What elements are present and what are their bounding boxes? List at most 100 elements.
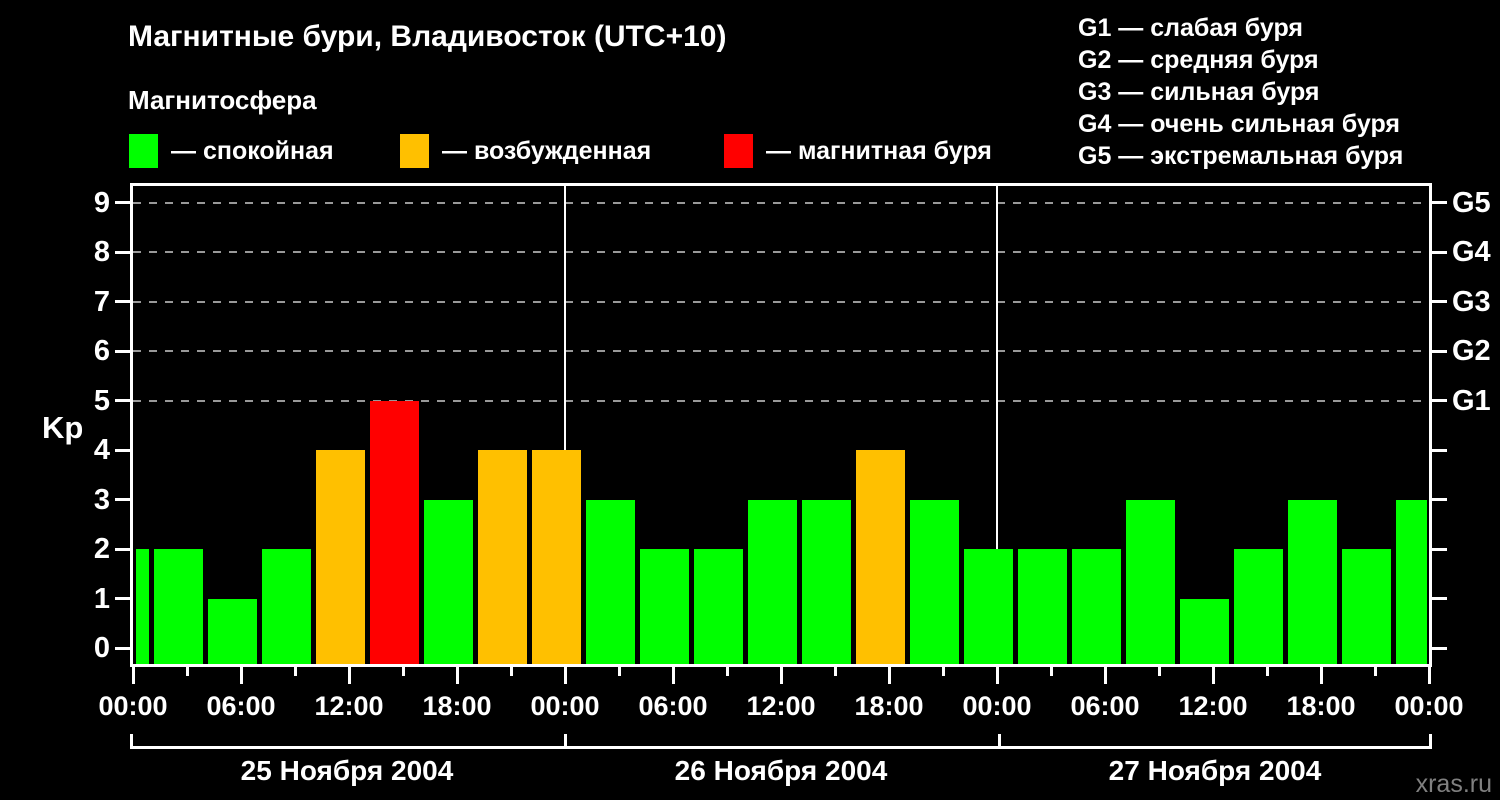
kp-bar bbox=[315, 450, 365, 664]
y-tick-label: 0 bbox=[93, 632, 110, 664]
y-tick-label: 3 bbox=[93, 483, 110, 516]
x-axis-tick-major bbox=[779, 667, 783, 684]
y-axis-tick-right bbox=[1432, 349, 1447, 353]
excited-color-swatch bbox=[400, 134, 429, 168]
y-axis-title: Kp bbox=[42, 410, 84, 445]
gridline-kp8 bbox=[133, 251, 1429, 253]
watermark: xras.ru bbox=[1415, 770, 1492, 798]
legend-label-storm: — магнитная буря bbox=[766, 136, 992, 165]
x-axis-tick-major bbox=[347, 667, 351, 684]
kp-bar bbox=[423, 499, 473, 664]
g-scale-legend: G1 — слабая буря G2 — средняя буря G3 — … bbox=[1078, 12, 1403, 172]
x-tick-label: 00:00 bbox=[530, 691, 600, 721]
y-axis-tick-left bbox=[115, 498, 130, 501]
x-axis-tick-minor bbox=[401, 667, 405, 676]
x-axis-tick-major bbox=[563, 667, 567, 684]
legend-item-excited: — возбужденная bbox=[400, 134, 651, 168]
g-scale-line: G1 — слабая буря bbox=[1078, 14, 1304, 42]
y-axis-tick-left bbox=[115, 547, 130, 551]
quiet-color-swatch bbox=[129, 134, 158, 168]
g-scale-line: G3 — сильная буря bbox=[1078, 78, 1320, 106]
x-axis-tick-minor bbox=[1049, 667, 1053, 676]
kp-bar bbox=[585, 499, 635, 664]
y-axis-tick-right bbox=[1432, 547, 1447, 551]
magnetosphere-label: Магнитосфера bbox=[128, 85, 317, 115]
x-tick-label: 06:00 bbox=[206, 691, 276, 721]
y-axis-tick-left bbox=[115, 597, 130, 600]
date-bracket-tick bbox=[998, 734, 1001, 749]
x-axis-tick-minor bbox=[725, 667, 729, 676]
y-tick-label: 2 bbox=[93, 533, 110, 565]
kp-bar bbox=[1017, 549, 1067, 664]
g-scale-line: G2 — средняя буря bbox=[1078, 46, 1319, 74]
x-axis-tick-major bbox=[887, 667, 891, 684]
x-axis-tick-minor bbox=[833, 667, 837, 676]
g-axis-label: G4 bbox=[1452, 236, 1491, 268]
x-axis-tick-major bbox=[1211, 667, 1215, 684]
y-axis-tick-left bbox=[115, 399, 130, 402]
y-axis-tick-left bbox=[115, 201, 130, 204]
y-axis-tick-right bbox=[1432, 399, 1447, 402]
x-axis-tick-minor bbox=[617, 667, 621, 676]
x-tick-label: 18:00 bbox=[422, 691, 492, 721]
storm-color-swatch bbox=[724, 134, 753, 168]
g-axis-label: G5 bbox=[1452, 186, 1491, 219]
y-tick-label: 1 bbox=[93, 582, 110, 615]
legend-label-excited: — возбужденная bbox=[442, 136, 652, 165]
date-label-day2: 26 Ноября 2004 bbox=[674, 755, 888, 786]
kp-bar bbox=[1071, 549, 1121, 664]
gridline-kp9 bbox=[133, 201, 1429, 204]
kp-bar bbox=[207, 598, 257, 664]
kp-bar bbox=[639, 549, 689, 664]
x-axis-tick-minor bbox=[1265, 667, 1269, 676]
kp-bar bbox=[531, 450, 581, 664]
g-scale-line: G5 — экстремальная буря bbox=[1078, 142, 1404, 170]
kp-bar bbox=[261, 549, 311, 664]
date-label-day1: 25 Ноября 2004 bbox=[240, 755, 454, 786]
legend-item-storm: — магнитная буря bbox=[724, 134, 992, 168]
x-axis-tick-minor bbox=[1373, 667, 1377, 676]
x-axis-tick-minor bbox=[293, 667, 297, 676]
x-axis-tick-minor bbox=[509, 667, 513, 676]
g-axis-label: G3 bbox=[1452, 285, 1491, 318]
day-boundary-line bbox=[996, 186, 998, 664]
date-bracket-line bbox=[130, 746, 1432, 749]
y-axis-tick-right bbox=[1432, 201, 1447, 204]
x-axis-tick-minor bbox=[185, 667, 189, 676]
x-tick-label: 18:00 bbox=[854, 691, 924, 721]
x-tick-label: 00:00 bbox=[962, 691, 1032, 721]
date-bracket-tick bbox=[1429, 734, 1432, 749]
y-axis-tick-right bbox=[1432, 250, 1447, 254]
gridline-kp7 bbox=[133, 300, 1429, 303]
kp-bar bbox=[693, 549, 743, 664]
y-tick-label: 9 bbox=[93, 186, 110, 219]
gridline-kp5 bbox=[133, 399, 1429, 402]
x-axis-tick-major bbox=[671, 667, 675, 684]
kp-bar bbox=[909, 499, 959, 664]
g-scale-line: G4 — очень сильная буря bbox=[1078, 110, 1400, 138]
day-boundary-line bbox=[564, 186, 566, 664]
date-label-day3: 27 Ноября 2004 bbox=[1108, 755, 1322, 786]
x-tick-label: 06:00 bbox=[638, 691, 708, 721]
y-axis-tick-left bbox=[115, 300, 130, 303]
x-tick-label: 12:00 bbox=[746, 691, 816, 721]
kp-bar bbox=[1287, 499, 1337, 664]
plot-area bbox=[130, 183, 1432, 667]
kp-bar bbox=[153, 549, 203, 664]
x-axis-tick-major bbox=[239, 667, 243, 684]
x-tick-label: 00:00 bbox=[1394, 691, 1464, 721]
x-tick-label: 00:00 bbox=[98, 691, 168, 721]
kp-bar bbox=[1125, 499, 1175, 664]
x-axis-tick-major bbox=[995, 667, 999, 684]
y-axis-tick-right bbox=[1432, 300, 1447, 303]
kp-bar bbox=[801, 499, 851, 664]
kp-bar bbox=[135, 549, 149, 664]
y-axis-tick-left bbox=[115, 448, 130, 452]
x-axis-tick-major bbox=[455, 667, 459, 684]
chart-title: Магнитные бури, Владивосток (UTC+10) bbox=[128, 20, 727, 53]
kp-bar bbox=[1341, 549, 1391, 664]
y-axis-tick-left bbox=[115, 349, 130, 353]
x-tick-label: 12:00 bbox=[1178, 691, 1248, 721]
x-axis-tick-minor bbox=[941, 667, 945, 676]
